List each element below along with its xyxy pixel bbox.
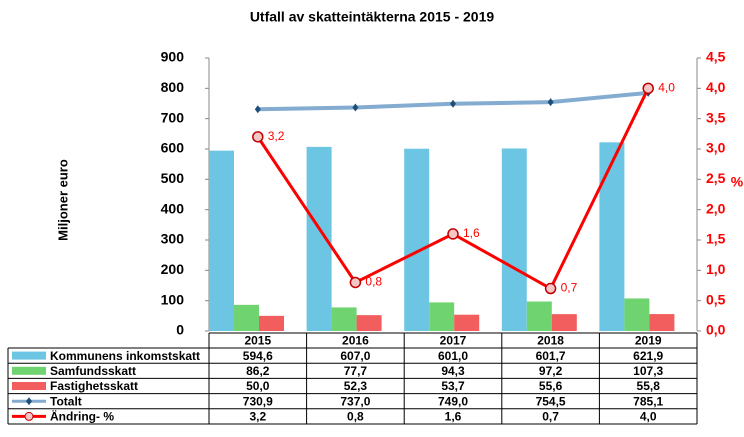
bar bbox=[526, 301, 552, 331]
table-cell: 55,6 bbox=[539, 379, 563, 393]
table-cell: 621,9 bbox=[633, 349, 663, 363]
y2-axis-label: % bbox=[731, 174, 744, 190]
table-cell: 0,8 bbox=[347, 410, 364, 424]
y2-tick-label: 4,5 bbox=[706, 49, 726, 65]
table-cell: 594,6 bbox=[243, 349, 273, 363]
table-cell: 97,2 bbox=[539, 364, 563, 378]
data-label: 4,0 bbox=[658, 81, 675, 95]
table-cell: 601,7 bbox=[536, 349, 566, 363]
bar bbox=[501, 148, 527, 331]
point bbox=[254, 105, 261, 114]
bar bbox=[331, 307, 357, 331]
data-label: 0,7 bbox=[561, 281, 578, 295]
y-tick-label: 500 bbox=[161, 170, 185, 186]
y2-tick-label: 3,5 bbox=[706, 109, 726, 125]
y-tick-label: 600 bbox=[161, 140, 185, 156]
table-cell: 730,9 bbox=[243, 394, 273, 408]
y-tick-label: 300 bbox=[161, 231, 185, 247]
bar bbox=[234, 304, 259, 331]
legend-label: Ändring- % bbox=[50, 409, 114, 424]
legend-swatch bbox=[12, 351, 46, 360]
y-tick-label: 200 bbox=[161, 261, 185, 277]
bar bbox=[454, 314, 480, 331]
table-cell: 607,0 bbox=[340, 349, 370, 363]
table-cell: 107,3 bbox=[633, 364, 663, 378]
legend-swatch bbox=[12, 382, 46, 390]
y2-tick-label: 1,5 bbox=[706, 231, 726, 247]
y-tick-label: 900 bbox=[161, 49, 185, 65]
legend-label: Samfundsskatt bbox=[50, 364, 136, 378]
legend-label: Kommunens inkomstskatt bbox=[50, 349, 200, 363]
table-cell: 94,3 bbox=[441, 364, 465, 378]
point bbox=[547, 98, 554, 107]
data-label: 3,2 bbox=[268, 129, 285, 143]
table-cell: 55,8 bbox=[637, 379, 661, 393]
point bbox=[450, 99, 456, 108]
y2-tick-label: 0,5 bbox=[706, 291, 726, 307]
point bbox=[349, 276, 362, 289]
table-cell: 737,0 bbox=[340, 394, 370, 408]
x-tick-label: 2019 bbox=[635, 334, 662, 348]
bar bbox=[404, 148, 430, 331]
y-tick-label: 0 bbox=[176, 322, 184, 338]
x-tick-label: 2015 bbox=[244, 334, 271, 348]
bar bbox=[429, 302, 455, 331]
table-cell: 3,2 bbox=[249, 410, 266, 424]
table-cell: 4,0 bbox=[640, 410, 657, 424]
legend-swatch bbox=[26, 397, 32, 406]
data-label: 0,8 bbox=[365, 275, 382, 289]
table-cell: 601,0 bbox=[438, 349, 468, 363]
legend-label: Totalt bbox=[50, 394, 82, 408]
table-cell: 86,2 bbox=[246, 364, 270, 378]
bar bbox=[624, 298, 650, 331]
y2-tick-label: 0,0 bbox=[706, 322, 726, 338]
legend-label: Fastighetsskatt bbox=[50, 379, 138, 393]
y2-tick-label: 4,0 bbox=[706, 79, 726, 95]
bar bbox=[599, 142, 625, 331]
table-cell: 52,3 bbox=[344, 379, 368, 393]
y-axis-label: Miljoner euro bbox=[55, 159, 70, 241]
y2-tick-label: 2,0 bbox=[706, 200, 726, 216]
point bbox=[544, 282, 557, 295]
bar bbox=[209, 150, 234, 331]
y-tick-label: 800 bbox=[161, 79, 185, 95]
table-cell: 53,7 bbox=[441, 379, 465, 393]
point bbox=[352, 103, 359, 112]
table-cell: 50,0 bbox=[246, 379, 270, 393]
table-cell: 1,6 bbox=[445, 410, 462, 424]
y-tick-label: 400 bbox=[161, 200, 185, 216]
bar bbox=[551, 314, 577, 331]
y2-tick-label: 2,5 bbox=[706, 170, 726, 186]
y-tick-label: 100 bbox=[161, 291, 185, 307]
legend-swatch bbox=[24, 411, 34, 421]
table-cell: 0,7 bbox=[542, 410, 559, 424]
legend-swatch bbox=[12, 366, 46, 375]
y2-tick-label: 3,0 bbox=[706, 140, 726, 156]
bar bbox=[649, 314, 675, 331]
y2-tick-label: 1,0 bbox=[706, 261, 726, 277]
y-tick-label: 700 bbox=[161, 109, 185, 125]
table-cell: 77,7 bbox=[344, 364, 368, 378]
x-tick-label: 2018 bbox=[537, 334, 564, 348]
chart-title: Utfall av skatteintäkterna 2015 - 2019 bbox=[250, 9, 495, 25]
bar bbox=[259, 315, 284, 331]
data-label: 1,6 bbox=[463, 226, 480, 240]
point bbox=[447, 228, 459, 240]
table-cell: 754,5 bbox=[536, 394, 566, 408]
table-cell: 749,0 bbox=[438, 394, 468, 408]
point bbox=[252, 131, 264, 143]
x-tick-label: 2016 bbox=[342, 334, 369, 348]
point bbox=[642, 82, 654, 95]
table-cell: 785,1 bbox=[633, 394, 663, 408]
bar bbox=[356, 315, 382, 331]
x-tick-label: 2017 bbox=[440, 334, 467, 348]
